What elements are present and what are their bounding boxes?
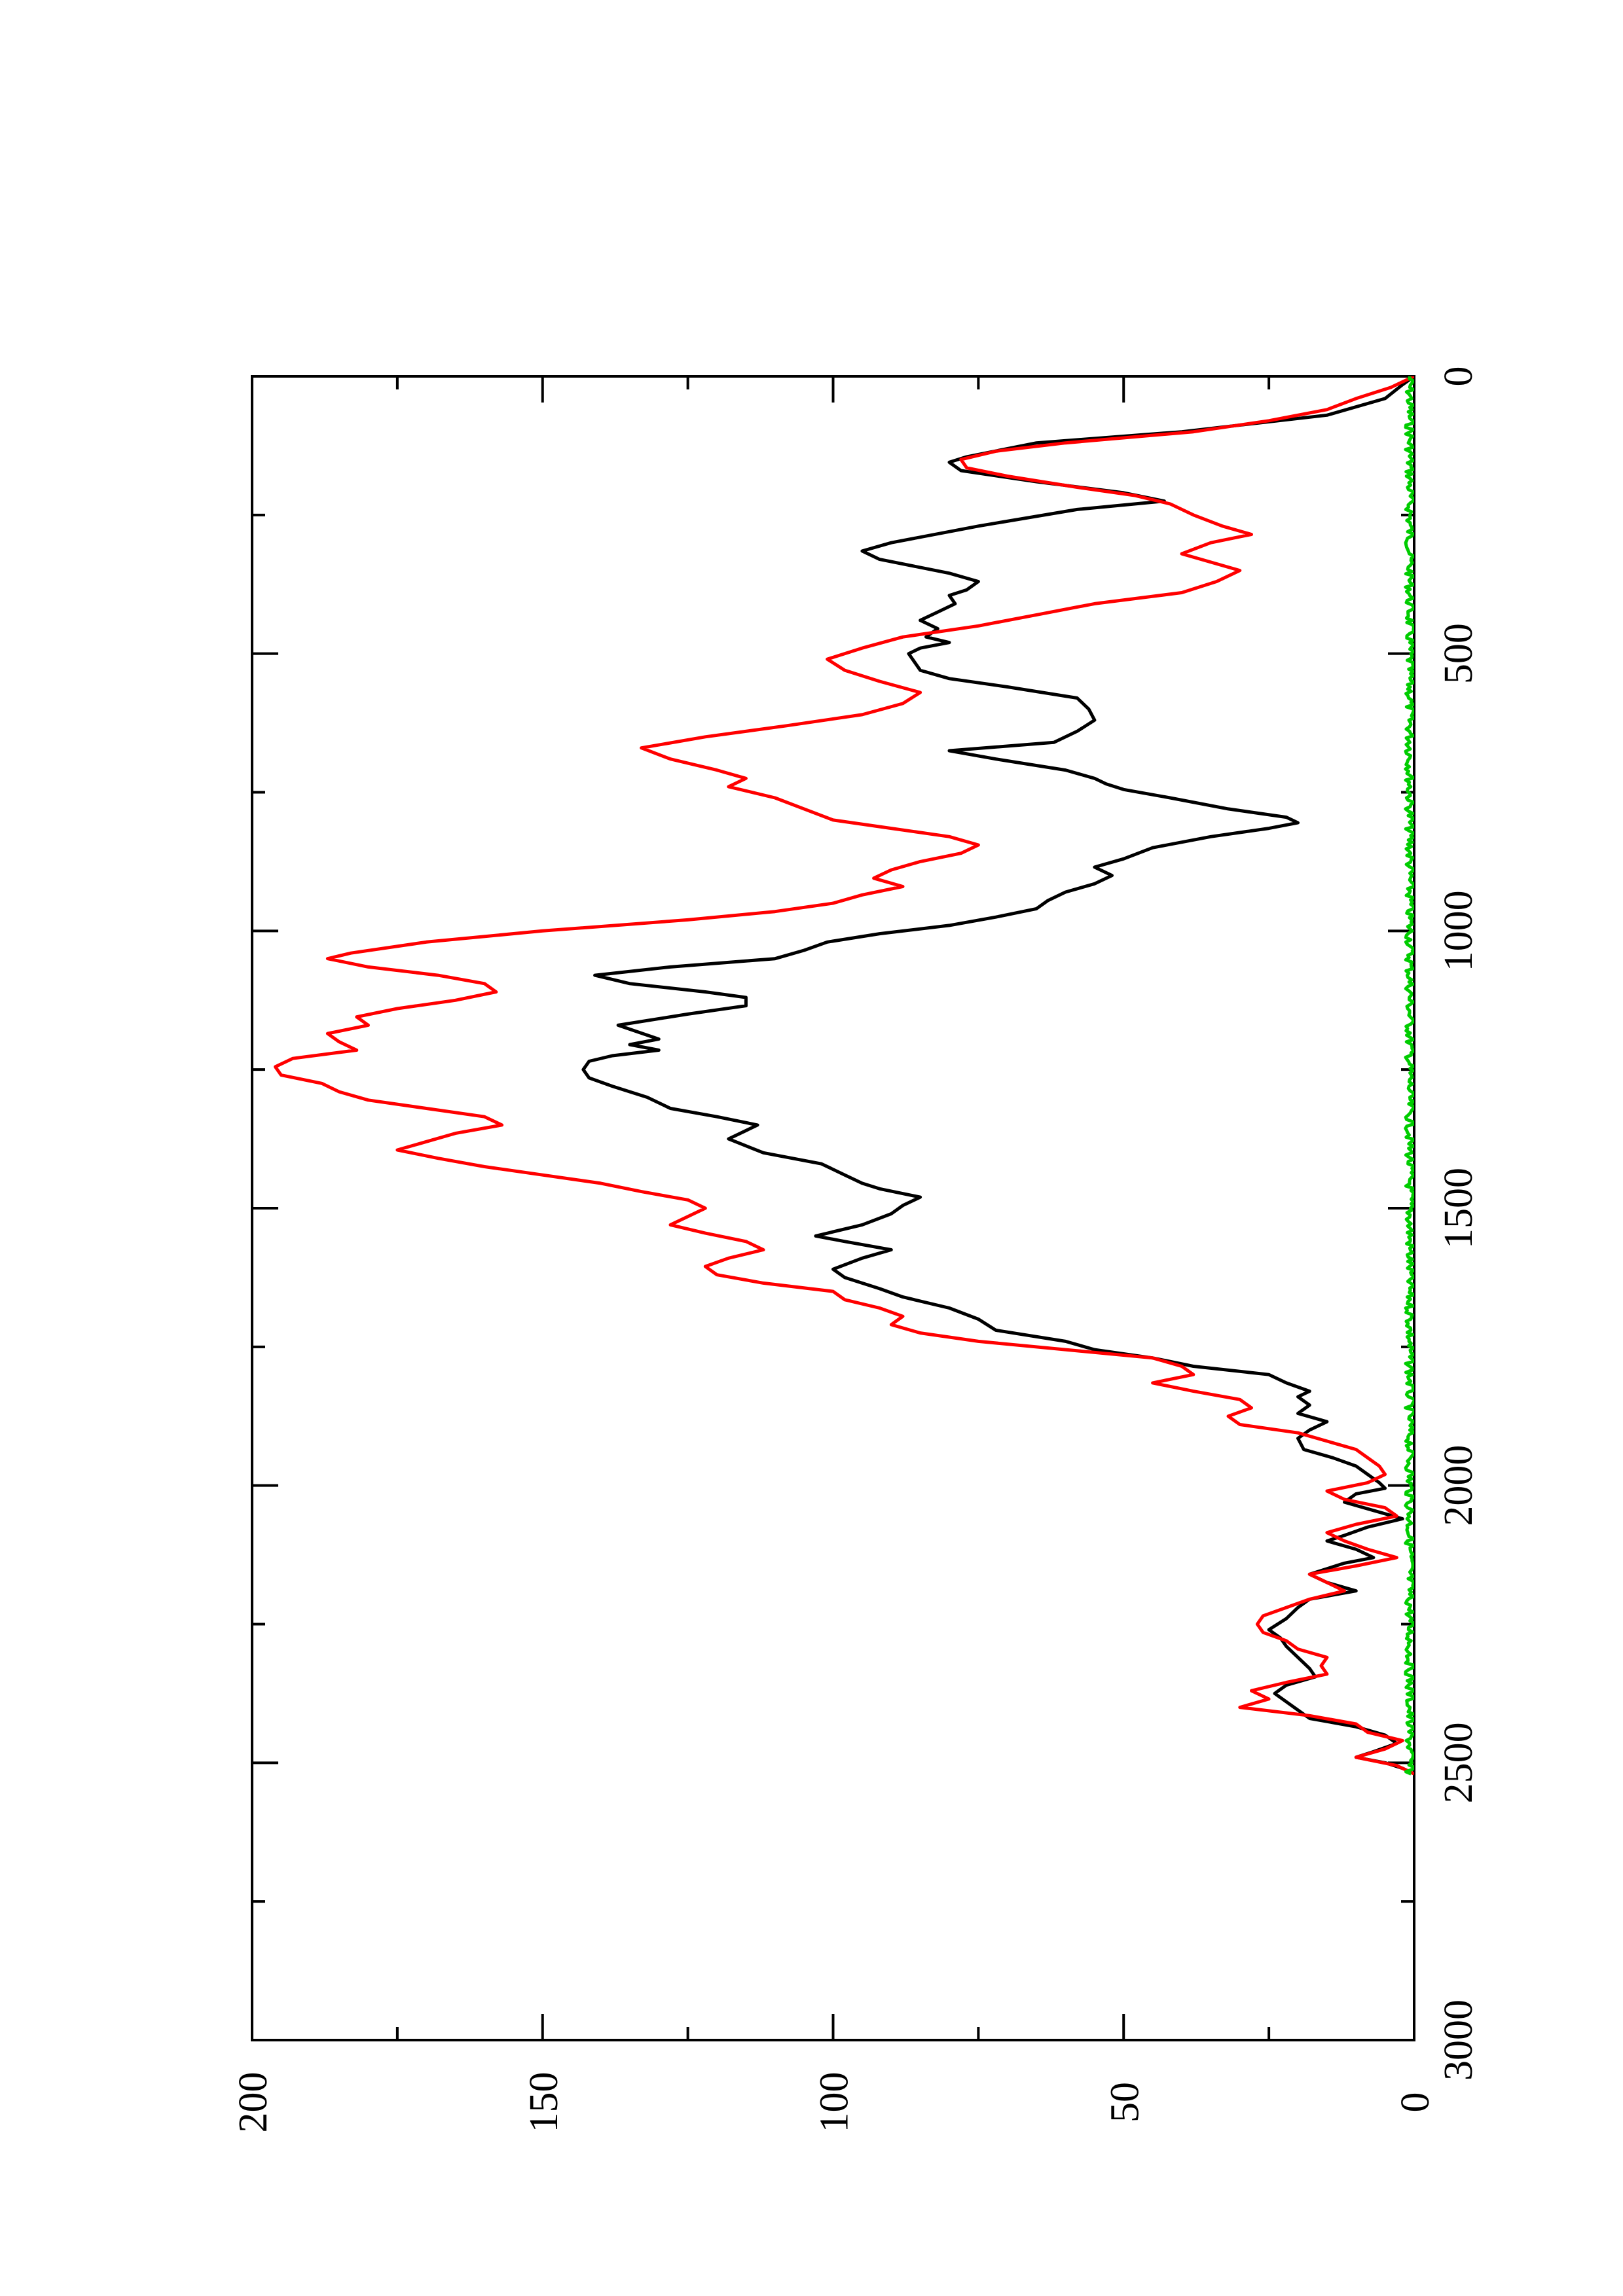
x-tick-label: 500 (1436, 623, 1481, 684)
y-tick-label: 150 (522, 2072, 566, 2133)
series-line-1 (581, 376, 1414, 1776)
series-line-2 (274, 376, 1414, 1776)
y-tick-label: 50 (1103, 2082, 1147, 2123)
x-tick-label: 2500 (1436, 1722, 1481, 1803)
tick-labels: 0 500 1000 1500 2000 2500 3000 0 50 100 150 200 (231, 367, 1481, 2133)
y-tick-label: 100 (812, 2072, 857, 2133)
x-tick-label: 3000 (1436, 2000, 1481, 2081)
series-line-3 (1404, 376, 1414, 1776)
plot-frame (251, 375, 1415, 2041)
x-tick-label: 0 (1436, 367, 1481, 387)
x-tick-label: 1000 (1436, 890, 1481, 971)
y-tick-label: 0 (1393, 2092, 1438, 2113)
x-tick-label: 2000 (1436, 1445, 1481, 1526)
x-tick-label: 1500 (1436, 1168, 1481, 1249)
y-tick-label: 200 (231, 2072, 276, 2133)
series-layer (274, 376, 1414, 1776)
tick-marks (251, 375, 1415, 2041)
